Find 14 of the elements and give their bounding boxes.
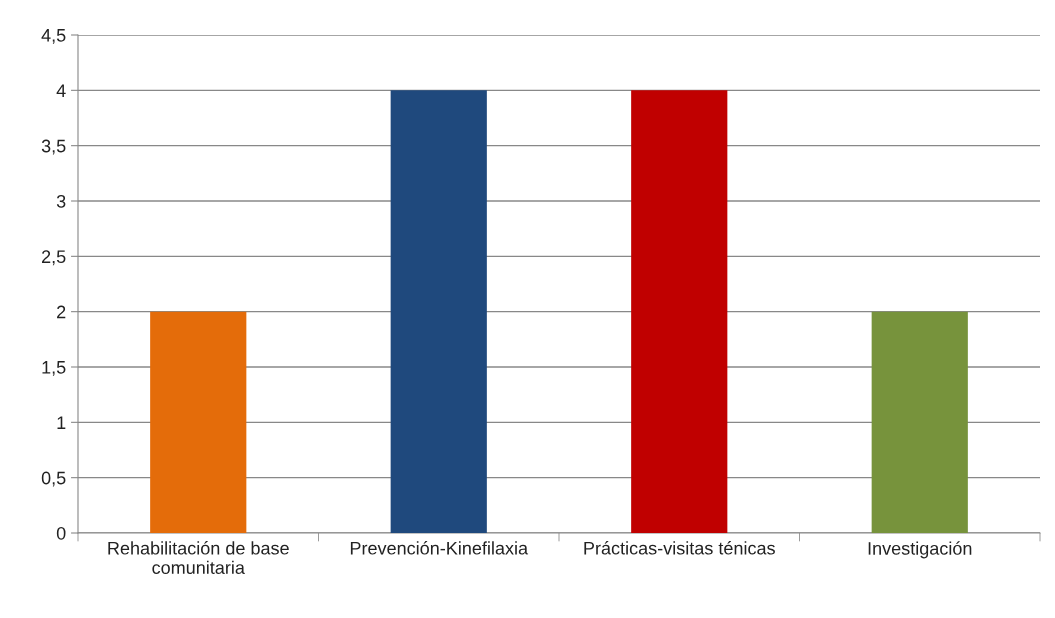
x-tick-label: Prácticas-visitas ténicas <box>584 541 775 555</box>
y-tick-label: 4,5 <box>41 29 66 44</box>
y-tick-label: 2,5 <box>42 250 66 266</box>
x-tick-label: Rehabilitación de base comunitaria <box>108 541 289 575</box>
y-tick-label: 1,5 <box>42 361 66 376</box>
y-tick-label: 3,5 <box>41 139 66 155</box>
x-tick-label: Prevención-Kinefilaxia <box>350 541 529 555</box>
y-tick-label: 0 <box>56 526 66 540</box>
y-tick-label: 2 <box>57 305 66 319</box>
x-tick-label: Investigación <box>868 541 972 559</box>
y-tick-label: 3 <box>56 194 66 208</box>
y-tick-label: 1 <box>57 416 66 429</box>
y-tick-label: 4 <box>56 84 66 97</box>
y-tick-label: 0,5 <box>41 471 66 487</box>
